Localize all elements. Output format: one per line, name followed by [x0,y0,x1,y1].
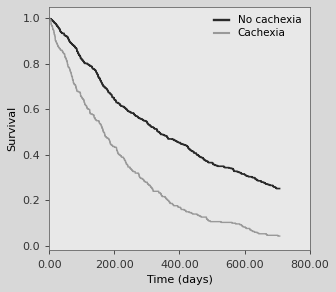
Legend: No cachexia, Cachexia: No cachexia, Cachexia [211,12,304,41]
X-axis label: Time (days): Time (days) [146,275,212,285]
Y-axis label: Survival: Survival [7,106,17,151]
